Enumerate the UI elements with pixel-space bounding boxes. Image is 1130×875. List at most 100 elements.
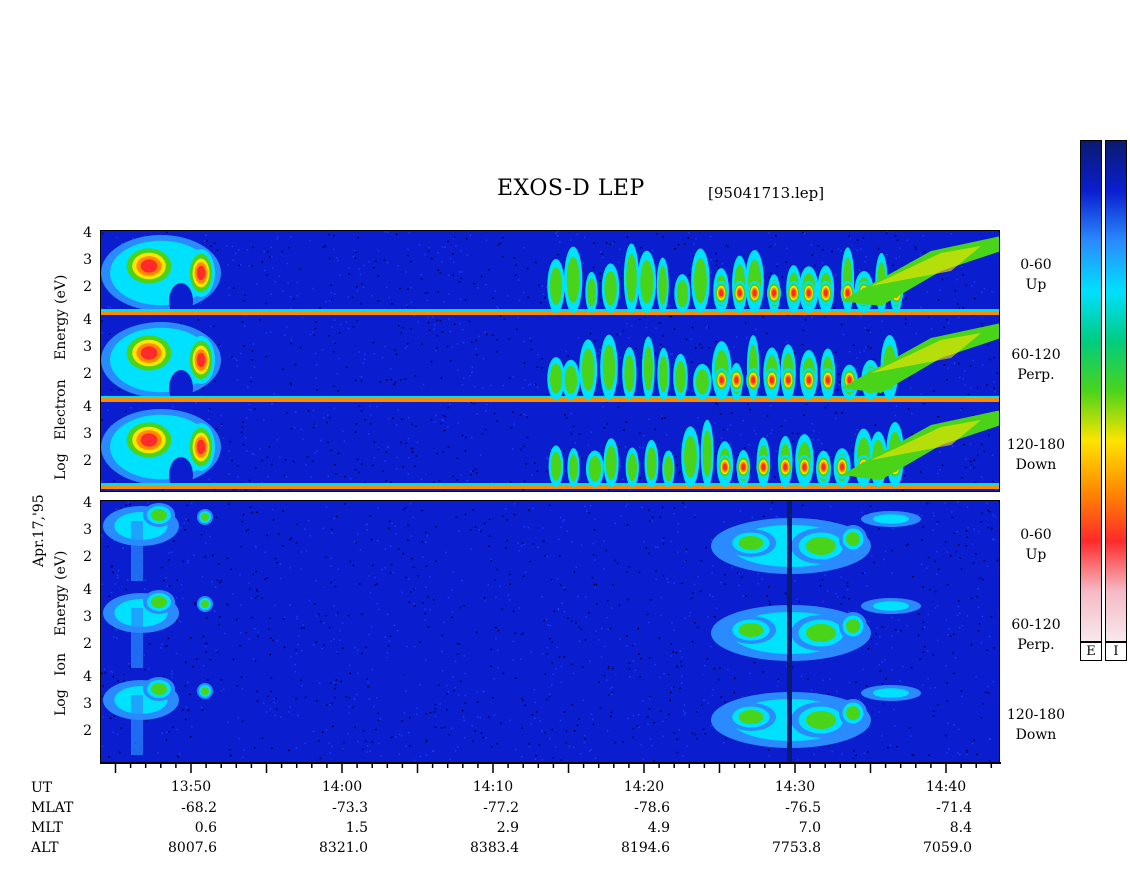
noise-pixel [493,678,496,680]
noise-pixel [382,470,385,473]
noise-pixel [179,322,182,325]
noise-pixel [172,726,175,728]
noise-pixel [934,607,937,609]
noise-pixel [108,333,111,335]
noise-pixel [263,269,266,272]
noise-pixel [352,256,354,258]
noise-pixel [739,510,742,512]
spectrogram-blob [761,463,766,471]
ephemeris-label: ALT [31,840,59,856]
noise-pixel [207,698,210,700]
noise-pixel [648,418,650,421]
noise-pixel [607,599,609,602]
noise-pixel [495,350,498,353]
spectrogram-blob [806,289,811,297]
noise-pixel [958,626,961,629]
noise-pixel [817,438,820,441]
noise-pixel [590,713,593,716]
noise-pixel [447,596,450,599]
noise-pixel [909,727,911,729]
noise-pixel [575,566,578,569]
noise-pixel [993,647,995,649]
noise-pixel [470,473,472,476]
noise-pixel [911,412,913,415]
noise-pixel [932,390,935,392]
noise-pixel [408,745,411,747]
noise-pixel [514,274,517,276]
noise-pixel [921,628,924,630]
noise-pixel [429,711,432,714]
noise-pixel [813,430,815,432]
noise-pixel [456,479,458,481]
noise-pixel [484,600,486,602]
noise-pixel [547,624,549,626]
noise-pixel [449,403,451,405]
noise-pixel [626,635,628,637]
noise-pixel [559,719,562,722]
noise-pixel [283,334,286,336]
noise-pixel [581,457,583,460]
noise-pixel [228,450,230,453]
y-tick-label: 2 [83,453,92,469]
noise-pixel [440,422,443,425]
noise-pixel [261,737,264,739]
noise-pixel [304,528,306,530]
noise-pixel [920,393,923,395]
noise-pixel [557,607,560,610]
noise-pixel [328,335,330,337]
noise-pixel [945,619,948,622]
noise-pixel [902,489,904,492]
noise-pixel [766,434,768,437]
noise-pixel [943,364,946,366]
noise-pixel [673,328,676,330]
noise-pixel [189,736,192,738]
noise-pixel [510,426,513,429]
y-tick-label: 3 [83,609,92,625]
noise-pixel [497,244,500,246]
noise-pixel [464,672,466,675]
noise-pixel [425,713,428,715]
noise-pixel [894,725,896,727]
noise-pixel [379,718,381,720]
noise-pixel [387,446,390,449]
noise-pixel [733,691,736,694]
electron-ylabel-line3: Energy [53,308,69,360]
noise-pixel [459,606,462,609]
noise-pixel [973,281,976,283]
noise-pixel [381,357,384,359]
spectrogram-blob [783,463,788,471]
noise-pixel [420,273,423,276]
noise-pixel [960,408,962,411]
noise-pixel [451,727,453,730]
noise-pixel [886,253,888,256]
noise-pixel [240,676,243,678]
noise-pixel [165,576,167,579]
noise-pixel [801,504,804,507]
noise-pixel [716,403,718,405]
noise-pixel [540,301,542,304]
noise-pixel [531,474,533,476]
noise-pixel [777,678,780,680]
noise-pixel [522,575,525,578]
noise-pixel [522,387,524,389]
noise-pixel [368,433,370,435]
noise-pixel [549,448,552,451]
noise-pixel [873,561,875,564]
noise-pixel [802,329,805,332]
noise-pixel [448,293,450,295]
noise-pixel [143,654,145,656]
noise-pixel [334,585,337,588]
noise-pixel [792,440,794,443]
noise-pixel [835,412,837,414]
noise-pixel [505,547,507,549]
noise-pixel [456,369,459,371]
noise-pixel [354,250,356,252]
noise-pixel [894,235,897,237]
noise-pixel [353,647,356,649]
noise-pixel [536,470,539,472]
noise-pixel [410,327,412,330]
noise-pixel [685,338,688,341]
noise-pixel [176,728,179,731]
noise-pixel [907,543,909,546]
noise-pixel [425,531,427,534]
